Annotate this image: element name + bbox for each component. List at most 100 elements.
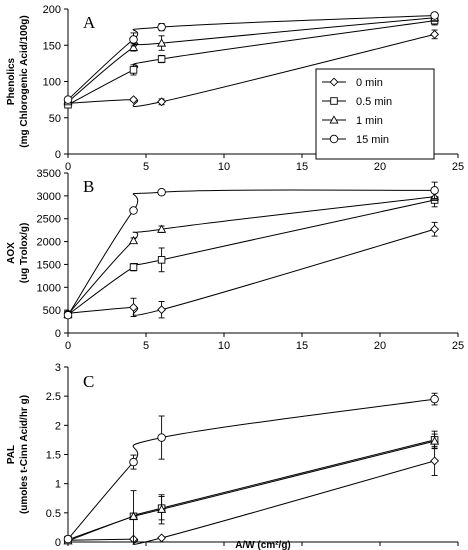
data-point [430,11,439,20]
legend-swatch-marker [329,115,339,124]
data-point [63,310,73,320]
legend-label: 15 min [356,134,389,146]
data-point [129,302,138,312]
data-point [157,55,166,63]
series-15-min [63,181,439,320]
y-tick-label: 1500 [37,259,61,271]
x-tick-label: 10 [218,161,230,173]
series-line [67,460,435,545]
data-point [430,186,439,195]
data-point [157,22,166,32]
y-tick-label: 0 [55,149,61,161]
data-point [128,511,139,520]
data-point [430,456,440,466]
x-tick-label: 10 [218,340,230,352]
data-point [430,224,440,234]
x-tick-label: 25 [452,340,464,352]
y-tick-label: 2.5 [46,391,61,403]
y-tick-label: 0.5 [46,508,61,520]
series-line [67,17,435,103]
legend-swatch-marker [330,97,338,105]
x-tick-label: 15 [296,340,308,352]
series-15-min [63,392,439,544]
series-line [67,196,435,315]
y-axis-subtitle: (ug Trolox/g) [19,223,30,284]
data-point [157,504,167,513]
x-tick-label: 15 [296,161,308,173]
legend-label: 0 min [356,77,383,89]
series-line [67,15,435,100]
y-tick-label: 150 [43,40,61,52]
series-line [67,199,435,316]
x-tick-label: 20 [374,340,386,352]
data-point [63,95,73,104]
data-point [128,235,139,245]
y-tick-label: 3000 [37,191,61,203]
x-tick-label: 0 [65,161,71,173]
y-tick-label: 200 [43,4,61,16]
y-axis-subtitle: (mg Chlorogenic Acid/100g) [19,15,30,147]
data-point [128,42,139,51]
data-point [129,95,138,105]
panel-letter: C [83,372,94,391]
panel-letter: A [83,13,96,32]
x-tick-label: 25 [452,161,464,173]
panel-letter: B [83,177,94,196]
series-0-min [63,221,440,319]
y-tick-label: 3 [55,362,61,374]
y-tick-label: 0 [55,537,61,549]
chart-panel-c: 00.511.522.530510152025CPAL(umoles t-Cin… [6,362,464,550]
y-axis-title: Phenolics [6,57,17,105]
y-axis-subtitle: (umoles t-Cinn Acid/hr g) [19,395,30,514]
x-tick-label: 20 [374,161,386,173]
series-1-min [63,433,440,545]
legend-label: 0.5 min [356,96,392,108]
data-point [129,35,138,44]
y-tick-label: 2 [55,420,61,432]
y-tick-label: 1.5 [46,450,61,462]
y-tick-label: 1000 [37,282,61,294]
data-point [430,29,440,39]
legend-swatch-marker [329,77,339,87]
data-point [63,534,73,544]
y-axis-title: PAL [6,445,17,464]
data-point [157,187,166,197]
series-0-min [63,445,440,545]
legend-swatch-marker [329,134,339,144]
series-0-5-min [64,192,439,319]
data-point [129,206,138,215]
legend: 0 min 0.5 min 1 min 15 min [315,68,435,160]
data-point [129,263,138,271]
y-tick-label: 3500 [37,168,61,180]
series-line [67,189,435,316]
y-tick-label: 2000 [37,237,61,249]
series-line [67,228,435,316]
y-axis-title: AOX [6,242,17,264]
chart-panel-a: 0 50 100 150 200 0 5 10 15 20 25 A Phenolics (mg Chlo… [6,4,464,173]
data-point [430,394,439,404]
series-line [67,33,435,107]
y-tick-label: 500 [43,305,61,317]
x-tick-label: 0 [65,340,71,352]
y-tick-label: 2500 [37,214,61,226]
x-tick-label: 5 [143,161,149,173]
series-15-min [63,11,439,104]
y-tick-label: 50 [49,113,61,125]
data-point [430,436,440,445]
series-line [67,20,435,106]
series-line [67,398,435,540]
data-point [157,433,166,442]
x-axis-title: A/W (cm²/g) [235,540,291,550]
series-line [67,440,435,542]
data-point [157,97,167,107]
x-tick-label: 5 [143,340,149,352]
legend-label: 1 min [356,115,383,127]
data-point [157,533,167,543]
data-point [157,224,167,233]
y-tick-label: 0 [55,328,61,340]
data-point [157,38,167,47]
data-point [129,457,138,467]
data-point [157,305,167,315]
y-tick-label: 100 [43,77,61,89]
